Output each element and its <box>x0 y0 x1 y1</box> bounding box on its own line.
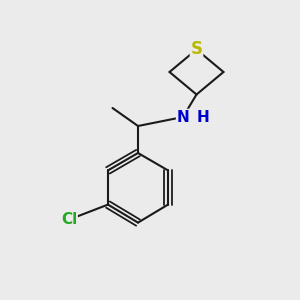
Text: H: H <box>196 110 209 124</box>
Text: S: S <box>190 40 202 58</box>
Text: N: N <box>177 110 189 124</box>
Text: Cl: Cl <box>61 212 77 227</box>
